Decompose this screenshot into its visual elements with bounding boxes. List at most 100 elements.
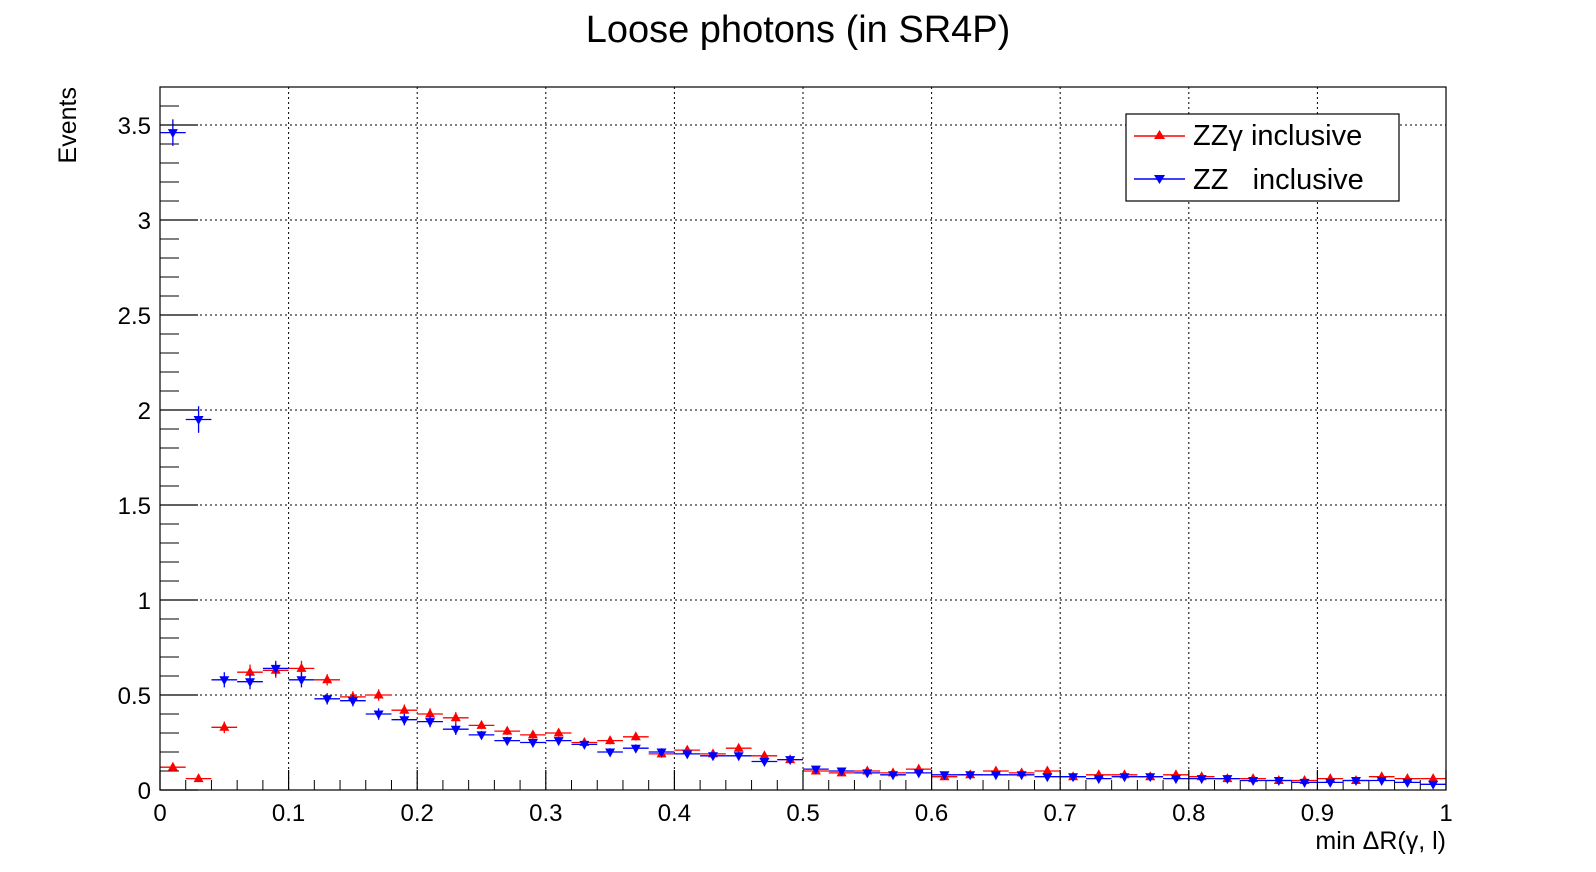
data-point [193, 416, 204, 425]
y-tick-label: 2 [138, 398, 151, 425]
data-point [553, 727, 564, 737]
x-tick-label: 0.3 [529, 800, 562, 827]
x-tick-label: 0.6 [915, 800, 948, 827]
y-tick-label: 0 [138, 778, 151, 805]
chart-title: Loose photons (in SR4P) [586, 9, 1011, 51]
data-point [245, 678, 256, 688]
data-point [733, 742, 744, 752]
data-point [965, 771, 976, 781]
data-point [682, 750, 693, 760]
data-point [450, 712, 461, 722]
data-point [1428, 773, 1439, 783]
data-point [219, 721, 230, 731]
minor-ticks [160, 105, 1421, 790]
legend-box [1125, 113, 1400, 202]
data-point [1170, 775, 1181, 785]
data-point [913, 769, 924, 779]
data-point [836, 767, 847, 777]
data-point [322, 695, 333, 705]
data-point [219, 676, 230, 686]
data-point [425, 718, 436, 728]
data-point [347, 697, 358, 707]
legend-label-zz: ZZ inclusive [1193, 164, 1364, 196]
x-tick-label: 0.5 [786, 800, 819, 827]
y-tick-label: 1 [138, 588, 151, 615]
data-point [373, 710, 384, 720]
data-point [553, 737, 564, 747]
x-tick-label: 1 [1439, 800, 1452, 827]
grid-lines [160, 87, 1446, 790]
y-axis-label: Events [54, 87, 82, 163]
data-point [862, 769, 873, 779]
data-point [605, 735, 616, 745]
data-point [1119, 773, 1130, 783]
y-tick-label: 3.5 [118, 113, 151, 140]
data-point [399, 716, 410, 726]
y-axis-ticks: 0 0.5 1 1.5 2 2.5 3 3.5 [118, 113, 198, 805]
y-tick-label: 1.5 [118, 493, 151, 520]
data-point [373, 689, 384, 699]
x-axis-label: min ΔR(γ, l) [1315, 827, 1446, 855]
x-axis-ticks: 0 0.1 0.2 0.3 0.4 0.5 0.6 0.7 0.8 0.9 1 [153, 770, 1453, 827]
data-point [990, 771, 1001, 781]
data-point [1016, 771, 1027, 781]
data-point [605, 748, 616, 758]
data-point [296, 676, 307, 686]
data-point [1350, 777, 1361, 786]
data-point [1093, 775, 1104, 785]
y-tick-label: 0.5 [118, 683, 151, 710]
x-tick-label: 0 [153, 800, 166, 827]
data-point [193, 773, 204, 783]
x-tick-label: 0.1 [272, 800, 305, 827]
data-point [1402, 778, 1413, 788]
data-point [167, 761, 178, 771]
data-point [1222, 775, 1233, 785]
x-tick-label: 0.8 [1172, 800, 1205, 827]
data-point [527, 739, 538, 748]
data-point [476, 731, 487, 741]
x-tick-label: 0.4 [658, 800, 691, 827]
data-point [1042, 773, 1053, 783]
data-point [1196, 775, 1207, 785]
data-point [1299, 778, 1310, 788]
legend-label-zzgamma: ZZγ inclusive [1193, 120, 1362, 152]
data-point [733, 752, 744, 762]
data-point [656, 748, 667, 758]
data-point [527, 729, 538, 739]
data-point [245, 666, 256, 676]
data-point [759, 758, 770, 767]
data-point [502, 737, 513, 747]
data-point [1145, 773, 1156, 783]
x-tick-label: 0.9 [1301, 800, 1334, 827]
data-point [1068, 773, 1079, 783]
data-point [939, 771, 950, 781]
legend-marker-zz [1154, 175, 1165, 184]
data-point [759, 750, 770, 760]
y-tick-label: 3 [138, 208, 151, 235]
data-point [1376, 777, 1387, 786]
data-series [160, 119, 1446, 790]
data-point [450, 725, 461, 735]
data-point [270, 664, 281, 674]
data-point [810, 765, 821, 775]
data-point [785, 756, 796, 766]
data-point [322, 674, 333, 684]
data-point [888, 771, 899, 781]
data-point [296, 662, 307, 672]
data-point [579, 740, 590, 750]
data-point [167, 129, 178, 139]
data-point [1428, 780, 1439, 790]
y-tick-label: 2.5 [118, 303, 151, 330]
data-point [1325, 778, 1336, 788]
legend-marker-zzgamma [1154, 130, 1165, 139]
data-point [425, 708, 436, 718]
data-point [630, 731, 641, 741]
x-tick-label: 0.7 [1044, 800, 1077, 827]
data-point [1273, 777, 1284, 786]
x-tick-label: 0.2 [401, 800, 434, 827]
data-point [707, 752, 718, 762]
series-zz [160, 119, 1446, 790]
data-point [399, 704, 410, 714]
data-point [502, 725, 513, 735]
